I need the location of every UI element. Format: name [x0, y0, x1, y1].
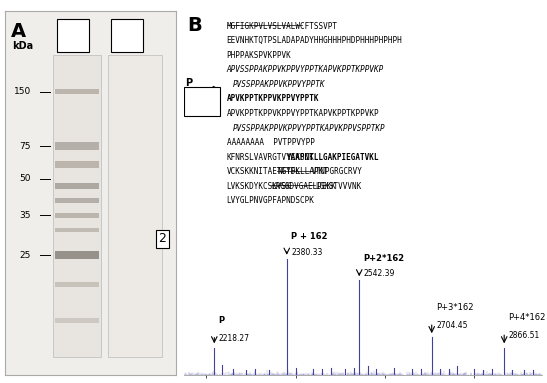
Text: 2: 2 [125, 30, 132, 40]
Bar [55, 161, 99, 168]
Text: P + 162: P + 162 [291, 232, 328, 241]
Text: 150: 150 [14, 87, 31, 96]
Text: P: P [185, 79, 193, 88]
Bar [55, 213, 99, 218]
Text: 2380.33: 2380.33 [291, 247, 322, 257]
Text: APVKPPTKPPVKPPVYPPTK: APVKPPTKPPVKPPVYPPTK [226, 95, 319, 103]
FancyBboxPatch shape [56, 19, 89, 52]
FancyBboxPatch shape [184, 87, 219, 116]
Text: 1: 1 [197, 94, 206, 107]
Text: LVYGLPNVGPFAPNDSCPK: LVYGLPNVGPFAPNDSCPK [226, 196, 315, 205]
FancyBboxPatch shape [111, 19, 143, 52]
Text: 2542.39: 2542.39 [364, 269, 395, 278]
Text: PVSSPPAKPPVKPPVYPPTKAPVKPPVSPPTKP: PVSSPPAKPPVKPPVYPPTKAPVKPPVSPPTKP [233, 124, 386, 133]
Text: LGKSTVVVNK: LGKSTVVVNK [315, 182, 361, 191]
Text: APVKPPTKPPVKPPVYPPTKAPVKPPTKPPVKP: APVKPPTKPPVKPPVYPPTKAPVKPPTKPPVKP [226, 109, 379, 118]
Text: 1: 1 [70, 30, 77, 40]
Text: KFNRSLVAVRGTVYCKSCK: KFNRSLVAVRGTVYCKSCK [226, 153, 315, 162]
Text: P+2*162: P+2*162 [364, 254, 405, 263]
Text: A: A [10, 22, 26, 41]
Text: P+4*162: P+4*162 [509, 313, 546, 322]
Text: 35: 35 [20, 211, 31, 220]
Bar [55, 282, 99, 287]
Text: 25: 25 [20, 251, 31, 260]
Text: YAAPNTLLGAKPIEGATVKL: YAAPNTLLGAKPIEGATVKL [287, 153, 379, 162]
Text: VTNPGRGCRVY: VTNPGRGCRVY [312, 167, 363, 176]
Text: MGFIGKPVLVSLVALWCFTSSVPT: MGFIGKPVLVSLVALWCFTSSVPT [226, 22, 337, 31]
Text: LPGGDVGAELPEKK: LPGGDVGAELPEKK [271, 182, 335, 191]
Text: 75: 75 [20, 142, 31, 151]
Text: LVKSKDYKCSKVSK: LVKSKDYKCSKVSK [226, 182, 292, 191]
Bar [108, 55, 162, 357]
Bar [55, 142, 99, 150]
Text: EEVNHKTQTPSLADAPADYHHGHHHPHDPHHHPHPHPH: EEVNHKTQTPSLADAPADYHHGHHHPHDPHHHPHPHPH [226, 36, 403, 45]
Text: P+3*162: P+3*162 [436, 303, 474, 312]
Text: kDa: kDa [12, 41, 33, 51]
Text: P: P [219, 316, 225, 325]
Bar [55, 318, 99, 324]
Text: PVSSPPAKPPVKPPVYPPTK: PVSSPPAKPPVKPPVYPPTK [233, 80, 325, 89]
Text: 2218.27: 2218.27 [219, 334, 249, 343]
Bar [55, 183, 99, 189]
Text: 50: 50 [20, 174, 31, 183]
Bar [55, 228, 99, 232]
Bar [55, 198, 99, 203]
Text: APVSSPPAKPPVKPPVYPPTKAPVKPPTKPPVKP: APVSSPPAKPPVKPPVYPPTKAPVKPPTKPPVKP [226, 65, 384, 74]
Text: AAAAAAAA  PVTPPVYPP: AAAAAAAA PVTPPVYPP [226, 138, 315, 147]
Text: B: B [187, 16, 202, 34]
Text: 2866.51: 2866.51 [509, 331, 540, 340]
Text: VCKSKKNITAETTTDK: VCKSKKNITAETTTDK [226, 167, 301, 176]
Text: PHPPAKSPVKPPVK: PHPPAKSPVKPPVK [226, 51, 292, 60]
Bar [53, 55, 101, 357]
Bar [55, 88, 99, 95]
Bar [55, 251, 99, 259]
Text: 2: 2 [158, 232, 166, 245]
Text: 2704.45: 2704.45 [436, 321, 468, 330]
Text: NGYFLLLAPKT: NGYFLLLAPKT [277, 167, 328, 176]
